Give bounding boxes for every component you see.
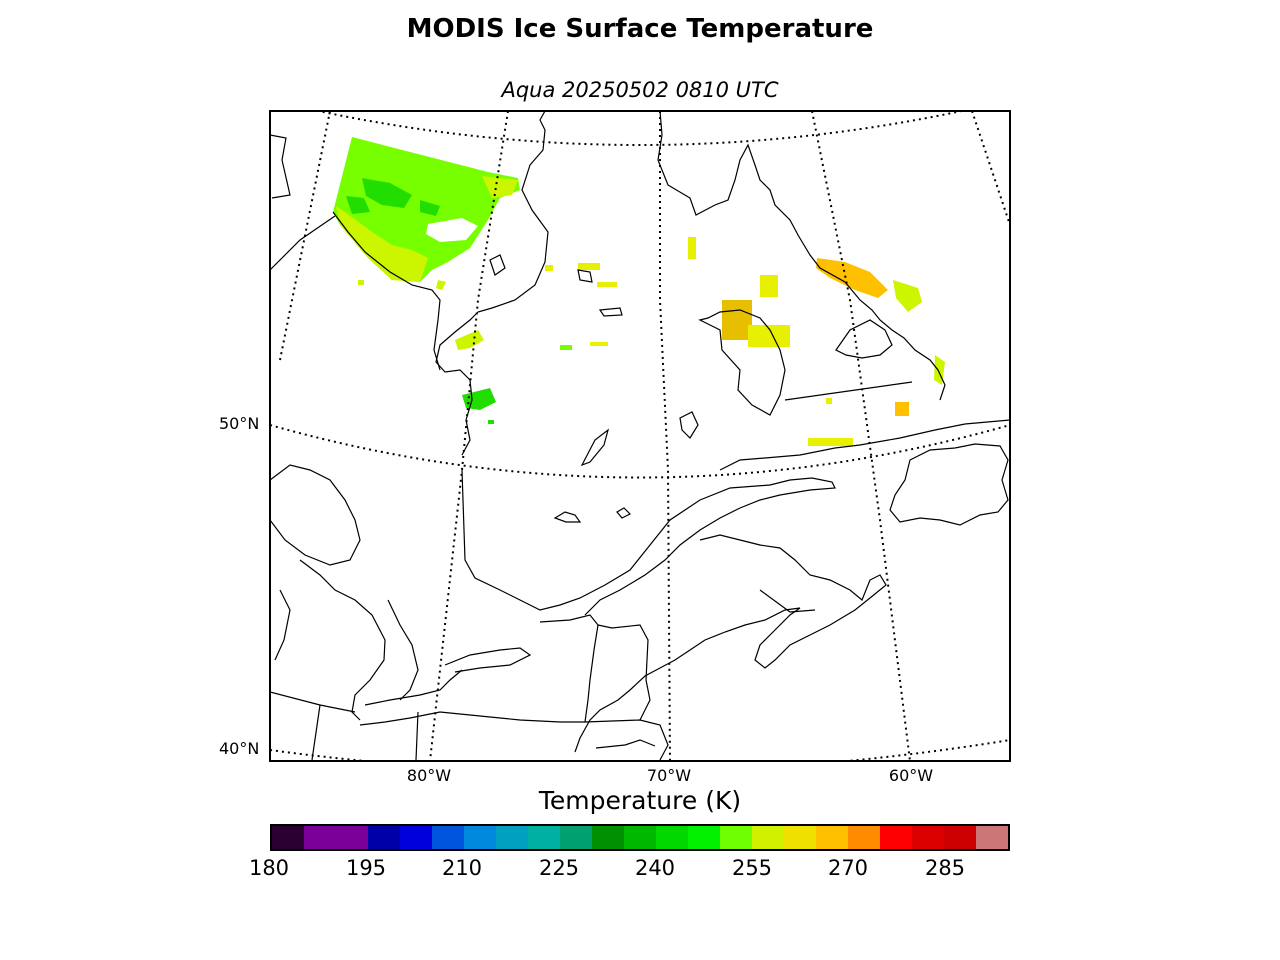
colorbar-swatch	[272, 826, 304, 849]
colorbar-tick: 255	[731, 856, 773, 880]
colorbar-swatch	[656, 826, 688, 849]
colorbar-swatch	[720, 826, 752, 849]
colorbar-tick: 240	[634, 856, 676, 880]
colorbar-swatch	[944, 826, 976, 849]
colorbar-swatch	[784, 826, 816, 849]
map-subtitle: Aqua 20250502 0810 UTC	[501, 78, 779, 102]
colorbar	[270, 824, 1010, 851]
colorbar-swatch	[976, 826, 1008, 849]
colorbar-swatch	[432, 826, 464, 849]
graticule	[270, 111, 1010, 761]
colorbar-swatch	[368, 826, 400, 849]
colorbar-swatch	[464, 826, 496, 849]
temperature-data	[333, 137, 945, 446]
colorbar-swatch	[560, 826, 592, 849]
colorbar-tick: 225	[538, 856, 580, 880]
colorbar-swatch	[528, 826, 560, 849]
lon-label-80w: 80°W	[406, 766, 452, 785]
colorbar-swatch	[848, 826, 880, 849]
colorbar-tick: 285	[924, 856, 966, 880]
colorbar-tick: 210	[441, 856, 483, 880]
colorbar-swatch	[816, 826, 848, 849]
map-title: MODIS Ice Surface Temperature	[406, 14, 874, 44]
colorbar-swatch	[496, 826, 528, 849]
colorbar-tick: 270	[827, 856, 869, 880]
lon-label-70w: 70°W	[646, 766, 692, 785]
colorbar-tick: 195	[345, 856, 387, 880]
colorbar-tick: 180	[248, 856, 290, 880]
colorbar-swatch	[880, 826, 912, 849]
colorbar-swatch	[336, 826, 368, 849]
map-frame	[269, 110, 1011, 762]
lon-label-60w: 60°W	[888, 766, 934, 785]
colorbar-swatch	[912, 826, 944, 849]
coastlines	[270, 111, 1010, 761]
colorbar-label: Temperature (K)	[538, 786, 742, 815]
colorbar-swatch	[688, 826, 720, 849]
colorbar-swatch	[624, 826, 656, 849]
lat-label-50: 50°N	[219, 414, 260, 433]
lat-label-40: 40°N	[219, 739, 260, 758]
colorbar-swatch	[304, 826, 336, 849]
colorbar-swatch	[592, 826, 624, 849]
colorbar-swatch	[400, 826, 432, 849]
colorbar-swatch	[752, 826, 784, 849]
